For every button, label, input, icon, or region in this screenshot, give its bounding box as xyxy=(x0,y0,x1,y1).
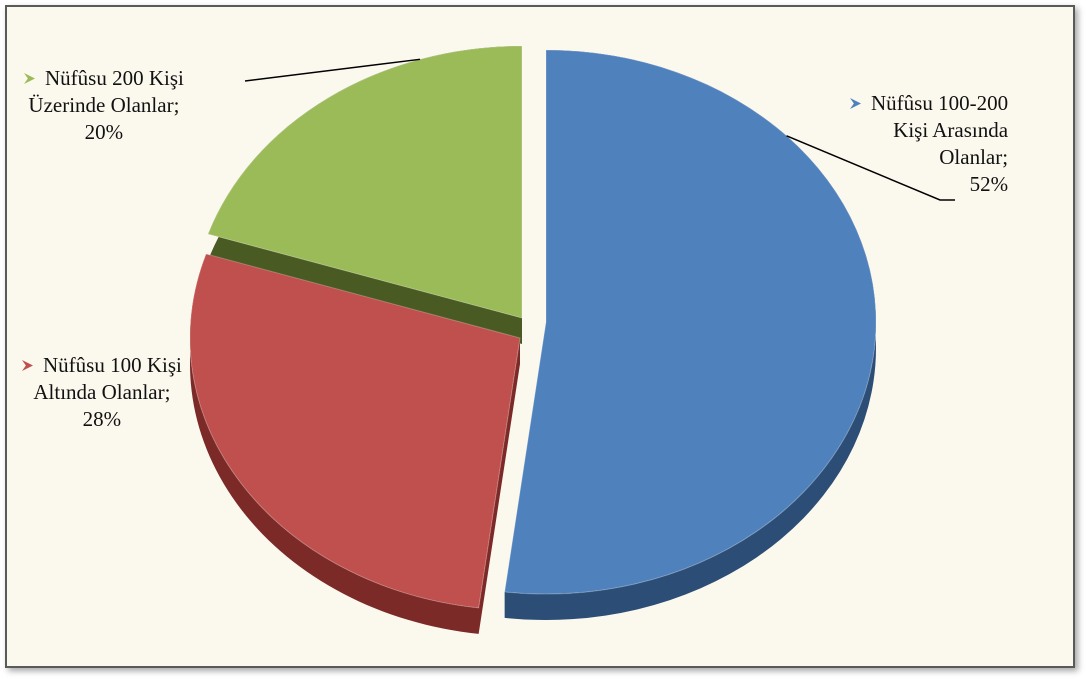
pie-slice xyxy=(504,49,877,595)
legend-marker-green xyxy=(24,73,35,84)
pie-slice xyxy=(189,253,521,609)
label-percent: 28% xyxy=(82,407,122,431)
legend-marker-blue xyxy=(850,98,861,109)
label-line: Üzerinde Olanlar; xyxy=(28,93,180,117)
label-line: Olanlar; xyxy=(939,145,1009,169)
label-line: Nüfûsu 100-200 xyxy=(871,91,1009,115)
leader-line xyxy=(244,58,421,82)
label-line: Nüfûsu 200 Kişi xyxy=(45,66,184,90)
label-percent: 20% xyxy=(84,120,124,144)
label-line: Kişi Arasında xyxy=(893,118,1009,142)
leader-line xyxy=(786,135,955,201)
label-line: Altında Olanlar; xyxy=(33,380,171,404)
legend-marker-red xyxy=(22,360,33,371)
data-label-100-200: Nüfûsu 100-200 Kişi Arasında Olanlar; 52… xyxy=(850,90,1008,198)
pie-slice-side xyxy=(189,253,521,634)
data-label-under-100: Nüfûsu 100 Kişi Altında Olanlar; 28% xyxy=(22,352,182,433)
label-line: Nüfûsu 100 Kişi xyxy=(43,353,182,377)
pie-slice-side xyxy=(208,46,522,344)
data-label-over-200: Nüfûsu 200 Kişi Üzerinde Olanlar; 20% xyxy=(24,65,184,146)
label-percent: 52% xyxy=(969,172,1009,196)
pie-slice xyxy=(207,45,523,319)
